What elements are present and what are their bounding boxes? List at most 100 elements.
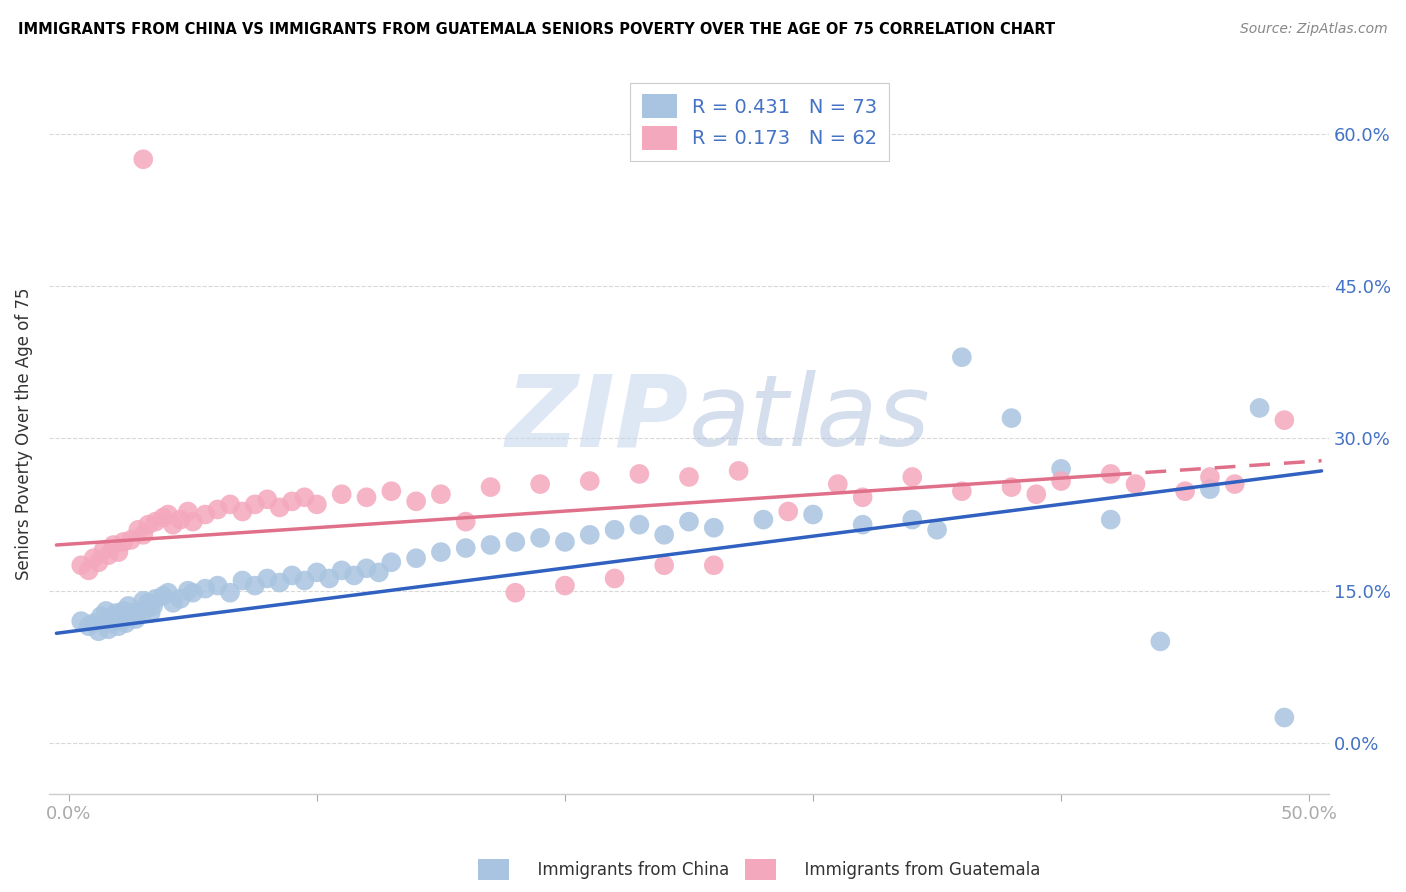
Point	[1050, 462, 1073, 476]
Point	[479, 538, 502, 552]
Point	[380, 484, 402, 499]
Point	[77, 619, 100, 633]
Point	[169, 591, 191, 606]
Point	[1223, 477, 1246, 491]
Point	[852, 490, 875, 504]
Point	[827, 477, 849, 491]
Point	[90, 609, 112, 624]
Point	[157, 508, 180, 522]
Point	[120, 609, 142, 624]
Point	[727, 464, 749, 478]
Point	[628, 517, 651, 532]
Point	[70, 614, 93, 628]
Point	[243, 578, 266, 592]
Point	[678, 470, 700, 484]
Point	[901, 513, 924, 527]
Point	[83, 616, 105, 631]
Point	[112, 535, 135, 549]
Point	[169, 513, 191, 527]
Point	[94, 604, 117, 618]
Point	[142, 599, 165, 613]
Point	[219, 497, 242, 511]
Point	[356, 490, 378, 504]
Point	[901, 470, 924, 484]
Point	[207, 578, 229, 592]
Point	[281, 568, 304, 582]
Point	[1272, 413, 1295, 427]
Point	[1050, 474, 1073, 488]
Point	[652, 528, 675, 542]
Point	[115, 616, 138, 631]
Point	[380, 555, 402, 569]
Point	[269, 575, 291, 590]
Text: Immigrants from China: Immigrants from China	[527, 861, 730, 879]
Point	[1272, 710, 1295, 724]
Point	[127, 604, 149, 618]
Point	[157, 585, 180, 599]
Point	[87, 555, 110, 569]
Point	[343, 568, 366, 582]
Point	[104, 606, 127, 620]
Point	[1000, 480, 1022, 494]
Point	[330, 487, 353, 501]
Point	[950, 350, 973, 364]
Point	[83, 551, 105, 566]
Point	[100, 616, 122, 631]
Point	[1199, 470, 1222, 484]
Point	[112, 604, 135, 618]
Point	[107, 545, 129, 559]
Point	[181, 515, 204, 529]
Point	[578, 474, 600, 488]
Point	[132, 528, 155, 542]
Point	[703, 558, 725, 573]
Point	[652, 558, 675, 573]
Point	[194, 582, 217, 596]
Point	[145, 515, 167, 529]
Point	[628, 467, 651, 481]
Point	[1000, 411, 1022, 425]
Point	[125, 612, 148, 626]
Point	[405, 551, 427, 566]
Point	[454, 515, 477, 529]
Point	[231, 574, 253, 588]
Point	[752, 513, 775, 527]
Point	[703, 521, 725, 535]
Point	[120, 533, 142, 547]
Point	[925, 523, 948, 537]
Point	[330, 563, 353, 577]
Point	[554, 578, 576, 592]
Point	[145, 591, 167, 606]
Point	[529, 531, 551, 545]
Point	[305, 566, 328, 580]
Point	[1125, 477, 1147, 491]
Point	[219, 585, 242, 599]
Point	[578, 528, 600, 542]
Point	[1199, 482, 1222, 496]
Point	[127, 523, 149, 537]
Text: Source: ZipAtlas.com: Source: ZipAtlas.com	[1240, 22, 1388, 37]
Point	[950, 484, 973, 499]
Point	[103, 538, 125, 552]
Point	[294, 574, 316, 588]
Point	[97, 548, 120, 562]
Point	[103, 609, 125, 624]
Y-axis label: Seniors Poverty Over the Age of 75: Seniors Poverty Over the Age of 75	[15, 287, 32, 580]
Point	[430, 545, 453, 559]
Point	[162, 517, 184, 532]
Point	[93, 543, 115, 558]
Point	[207, 502, 229, 516]
Point	[801, 508, 824, 522]
Point	[603, 523, 626, 537]
Text: atlas: atlas	[689, 370, 931, 467]
Point	[778, 504, 800, 518]
Point	[678, 515, 700, 529]
Point	[117, 599, 139, 613]
Point	[243, 497, 266, 511]
Point	[87, 624, 110, 639]
Point	[1099, 467, 1122, 481]
Point	[356, 561, 378, 575]
Point	[256, 492, 278, 507]
Point	[529, 477, 551, 491]
Point	[136, 517, 159, 532]
Point	[177, 504, 200, 518]
